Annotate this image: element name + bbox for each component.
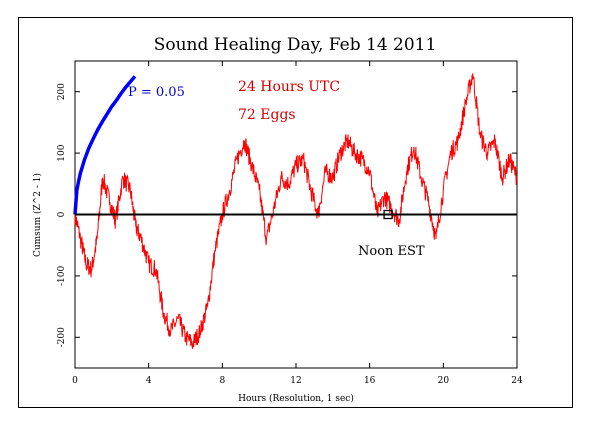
noon-est-label: Noon EST (358, 244, 425, 259)
y-tick-label: 200 (57, 83, 67, 100)
probability-envelope-line (73, 75, 137, 215)
chart-title: Sound Healing Day, Feb 14 2011 (154, 35, 437, 55)
y-axis-label: Cumsum (Z^2 - 1) (32, 173, 43, 257)
y-tick-label: 100 (57, 144, 67, 161)
x-axis-label: Hours (Resolution, 1 sec) (238, 393, 354, 404)
eggs-label: 72 Eggs (238, 107, 296, 123)
y-tick-label: -100 (57, 266, 67, 286)
noon-est-marker (383, 209, 393, 220)
y-tick-label: 0 (57, 211, 67, 217)
hours-utc-label: 24 Hours UTC (238, 79, 340, 95)
x-tick-label: 8 (219, 376, 225, 386)
x-tick-label: 20 (438, 376, 450, 386)
x-tick-label: 0 (72, 376, 78, 386)
x-axis-ticks: 0 4 8 12 16 20 24 (72, 61, 523, 386)
series-layer (73, 73, 518, 349)
x-tick-label: 24 (511, 376, 523, 386)
y-tick-label: -200 (57, 327, 67, 347)
cumsum-series-line (74, 73, 518, 349)
x-tick-label: 4 (146, 376, 152, 386)
x-tick-label: 16 (364, 376, 376, 386)
x-tick-label: 12 (290, 376, 301, 386)
probability-label: P = 0.05 (128, 85, 185, 100)
